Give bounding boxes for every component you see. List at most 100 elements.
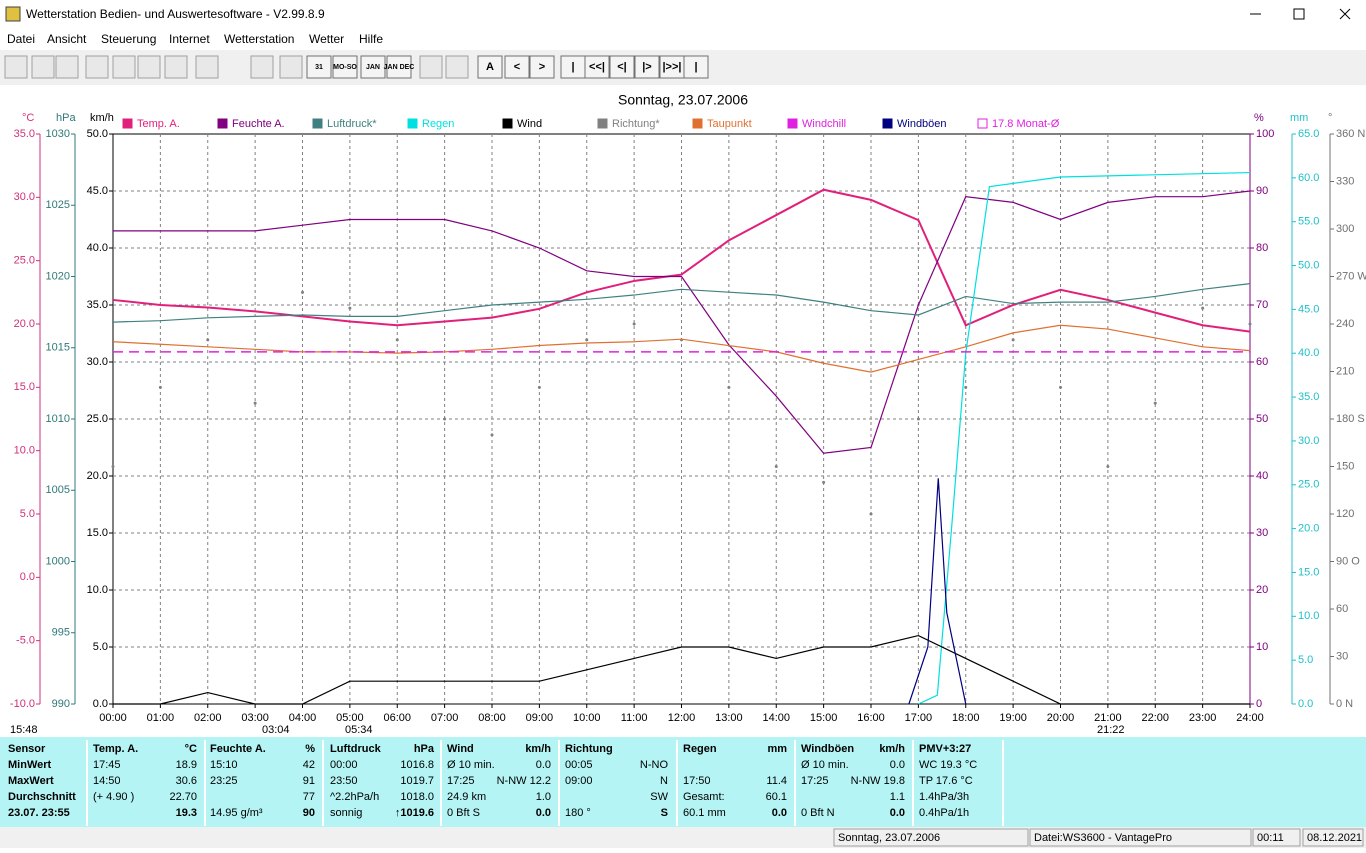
toolbar-label[interactable]: |> [642, 61, 652, 73]
toolbar-label[interactable]: | [694, 61, 697, 73]
y-tick-label: 25.0 [87, 413, 108, 425]
legend-swatch [692, 118, 703, 129]
legend-swatch [597, 118, 608, 129]
menu-item[interactable]: Hilfe [359, 32, 383, 46]
legend-swatch [312, 118, 323, 129]
table-cell: 22.70 [169, 791, 197, 803]
toolbar-label[interactable]: | [571, 61, 574, 73]
table-header: km/h [525, 743, 551, 755]
toolbar-button[interactable] [386, 55, 412, 79]
toolbar-label[interactable]: > [539, 61, 545, 73]
toolbar-button[interactable] [683, 55, 709, 79]
toolbar-label[interactable]: A [486, 61, 494, 73]
menu-item[interactable]: Steuerung [101, 32, 156, 46]
y-tick-label: 45.0 [1298, 303, 1319, 315]
x-tick-label: 04:00 [289, 712, 317, 724]
close-button[interactable] [1339, 8, 1351, 20]
toolbar-label[interactable]: JAN [366, 64, 380, 71]
toolbar-button[interactable] [332, 55, 358, 79]
y-tick-label: 30.0 [87, 356, 108, 368]
y-tick-label: 180 S [1336, 413, 1365, 425]
direction-dot [1201, 306, 1205, 310]
table-cell: 60.1 mm [683, 807, 726, 819]
y-tick-label: 60.0 [1298, 172, 1319, 184]
y-tick-label: 10.0 [14, 445, 35, 457]
legend-label: 17.8 Monat-Ø [992, 118, 1060, 130]
table-cell: Durchschnitt [8, 791, 76, 803]
toolbar-button[interactable] [634, 55, 660, 79]
toolbar-button[interactable] [529, 55, 555, 79]
direction-dot [1059, 385, 1062, 389]
x-tick-label: 03:00 [241, 712, 269, 724]
x-tick-label: 12:00 [668, 712, 696, 724]
table-cell: 1.0 [536, 791, 551, 803]
toolbar-label[interactable]: |>>| [662, 61, 681, 73]
table-cell: 23:25 [210, 775, 238, 787]
menu-item[interactable]: Internet [169, 32, 210, 46]
toolbar-button[interactable] [306, 55, 332, 79]
toolbar-button[interactable] [279, 55, 303, 79]
legend-label: Richtung* [612, 118, 660, 130]
axis-unit: hPa [56, 112, 76, 124]
toolbar-button[interactable] [419, 55, 443, 79]
series-line [112, 283, 1251, 323]
y-tick-label: 55.0 [1298, 216, 1319, 228]
table-cell: N [660, 775, 668, 787]
y-tick-label: 50.0 [87, 128, 108, 140]
app-icon [5, 6, 21, 22]
toolbar-label[interactable]: <<| [589, 61, 605, 73]
x-tick-label: 10:00 [573, 712, 601, 724]
toolbar-button[interactable] [31, 55, 55, 79]
direction-dot [301, 290, 304, 294]
menu-item[interactable]: Wetterstation [224, 32, 294, 46]
direction-dot [727, 385, 731, 389]
toolbar-label[interactable]: MO-SO [333, 64, 357, 71]
toolbar-button[interactable] [445, 55, 469, 79]
x-tick-label: 17:00 [905, 712, 933, 724]
legend-label: Wind [517, 118, 542, 130]
y-tick-label: 5.0 [20, 508, 35, 520]
toolbar-label[interactable]: JAN DEC [384, 64, 415, 71]
direction-dot [585, 338, 589, 342]
direction-dot [395, 338, 399, 342]
menu-item[interactable]: Datei [7, 32, 35, 46]
table-cell: 91 [303, 775, 315, 787]
table-cell: S [661, 807, 668, 819]
table-cell: 0 Bft S [447, 807, 480, 819]
toolbar-button[interactable] [4, 55, 28, 79]
toolbar-button[interactable] [584, 55, 610, 79]
toolbar-button[interactable] [112, 55, 136, 79]
table-cell: 90 [303, 807, 315, 819]
toolbar-button[interactable] [360, 55, 386, 79]
x-tick-label: 08:00 [478, 712, 506, 724]
x-tick-label: 22:00 [1141, 712, 1169, 724]
x-tick-label: 11:00 [621, 712, 648, 724]
toolbar-button[interactable] [137, 55, 161, 79]
table-cell: 14.95 g/m³ [210, 807, 263, 819]
table-cell: 15:10 [210, 759, 238, 771]
toolbar-button[interactable] [164, 55, 188, 79]
table-cell: 1018.0 [400, 791, 434, 803]
y-tick-label: 90 [1256, 185, 1268, 197]
menu-item[interactable]: Ansicht [47, 32, 87, 46]
toolbar-button[interactable] [504, 55, 530, 79]
toolbar-button[interactable] [609, 55, 635, 79]
toolbar-button[interactable] [477, 55, 503, 79]
maximize-button[interactable] [1293, 8, 1305, 20]
menu-item[interactable]: Wetter [309, 32, 344, 46]
summary-table [0, 737, 1366, 827]
table-cell: 1.4hPa/3h [919, 791, 969, 803]
legend-label: Feuchte A. [232, 118, 285, 130]
series-line [908, 478, 967, 705]
y-tick-label: 0.0 [1298, 698, 1313, 710]
legend-swatch [407, 118, 418, 129]
table-cell: 0 Bft N [801, 807, 835, 819]
toolbar-label[interactable]: <| [617, 61, 627, 73]
table-cell: MaxWert [8, 775, 54, 787]
toolbar-button[interactable] [55, 55, 79, 79]
toolbar-label[interactable]: < [514, 61, 520, 73]
toolbar-button[interactable] [85, 55, 109, 79]
toolbar-label[interactable]: 31 [315, 64, 323, 71]
toolbar-button[interactable] [195, 55, 219, 79]
toolbar-button[interactable] [250, 55, 274, 79]
